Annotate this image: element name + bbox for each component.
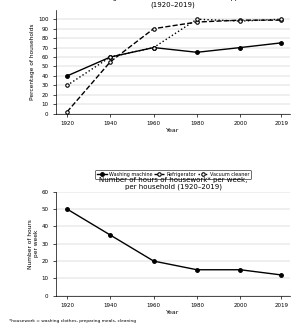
Refrigerator <box>239 18 242 22</box>
Line: Vacuum cleaner: Vacuum cleaner <box>65 18 283 87</box>
Y-axis label: Number of hours
per week: Number of hours per week <box>28 219 39 269</box>
Washing machine <box>195 50 199 54</box>
Line: Hours per week: Hours per week <box>65 207 283 277</box>
Line: Refrigerator: Refrigerator <box>65 19 283 114</box>
Vacuum cleaner <box>280 17 283 21</box>
Vacuum cleaner <box>65 84 69 87</box>
Refrigerator <box>195 20 199 24</box>
Washing machine <box>109 55 112 59</box>
Title: Percentage of households with electrical appliances
(1920–2019): Percentage of households with electrical… <box>82 0 264 8</box>
Hours per week <box>280 273 283 277</box>
Vacuum cleaner <box>152 46 155 49</box>
Hours per week <box>195 268 199 272</box>
Legend: Washing machine, Refrigerator, Vacuum cleaner: Washing machine, Refrigerator, Vacuum cl… <box>95 170 251 179</box>
Washing machine <box>280 41 283 45</box>
Vacuum cleaner <box>239 19 242 23</box>
Refrigerator <box>65 110 69 114</box>
Vacuum cleaner <box>195 17 199 21</box>
X-axis label: Year: Year <box>166 310 180 315</box>
Hours per week <box>239 268 242 272</box>
Hours per week <box>152 259 155 263</box>
X-axis label: Year: Year <box>166 128 180 133</box>
Refrigerator <box>280 18 283 22</box>
Hours per week <box>109 233 112 237</box>
Text: *housework = washing clothes, preparing meals, cleaning: *housework = washing clothes, preparing … <box>9 319 136 323</box>
Line: Washing machine: Washing machine <box>65 41 283 78</box>
Vacuum cleaner <box>109 55 112 59</box>
Title: Number of hours of housework* per week,
per household (1920–2019): Number of hours of housework* per week, … <box>99 177 247 190</box>
Refrigerator <box>152 27 155 31</box>
Refrigerator <box>109 60 112 64</box>
Hours per week <box>65 207 69 211</box>
Washing machine <box>152 46 155 49</box>
Washing machine <box>65 74 69 78</box>
Washing machine <box>239 46 242 49</box>
Y-axis label: Percentage of households: Percentage of households <box>30 23 35 100</box>
